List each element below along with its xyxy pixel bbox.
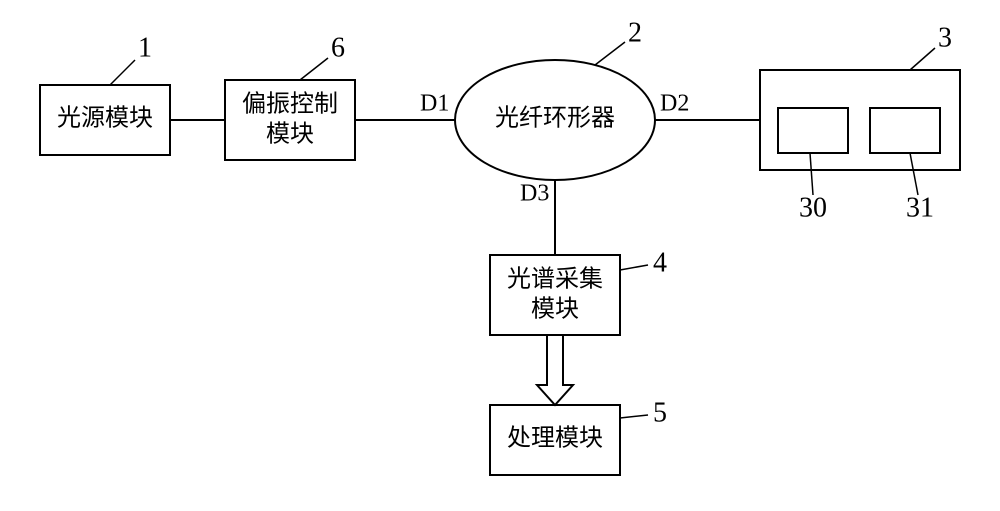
edge-spectrum-processing	[537, 335, 573, 405]
sensor-block	[760, 48, 960, 195]
polarization-control-module-num: 6	[331, 32, 345, 63]
fiber-circulator-port-D2: D2	[660, 91, 689, 117]
fiber-circulator-port-D3: D3	[520, 181, 549, 207]
polarization-control-module-label-2: 模块	[266, 121, 314, 148]
light-source-module-label: 光源模块	[57, 105, 153, 132]
fiber-circulator-label: 光纤环形器	[495, 105, 615, 132]
spectrum-acquisition-module-num: 4	[653, 247, 667, 278]
spectrum-acquisition-module-label-2: 模块	[531, 296, 579, 323]
spectrum-acquisition-module-label-1: 光谱采集	[507, 266, 603, 293]
sensor-block-num: 3	[938, 22, 952, 53]
processing-module-label: 处理模块	[507, 425, 603, 452]
sensor-block-inner-1-num: 31	[906, 192, 934, 223]
light-source-module-num: 1	[138, 32, 152, 63]
fiber-circulator-num: 2	[628, 17, 642, 48]
polarization-control-module-label-1: 偏振控制	[242, 91, 338, 118]
processing-module-num: 5	[653, 397, 667, 428]
sensor-block-inner-0-num: 30	[799, 192, 827, 223]
fiber-circulator-port-D1: D1	[420, 91, 449, 117]
